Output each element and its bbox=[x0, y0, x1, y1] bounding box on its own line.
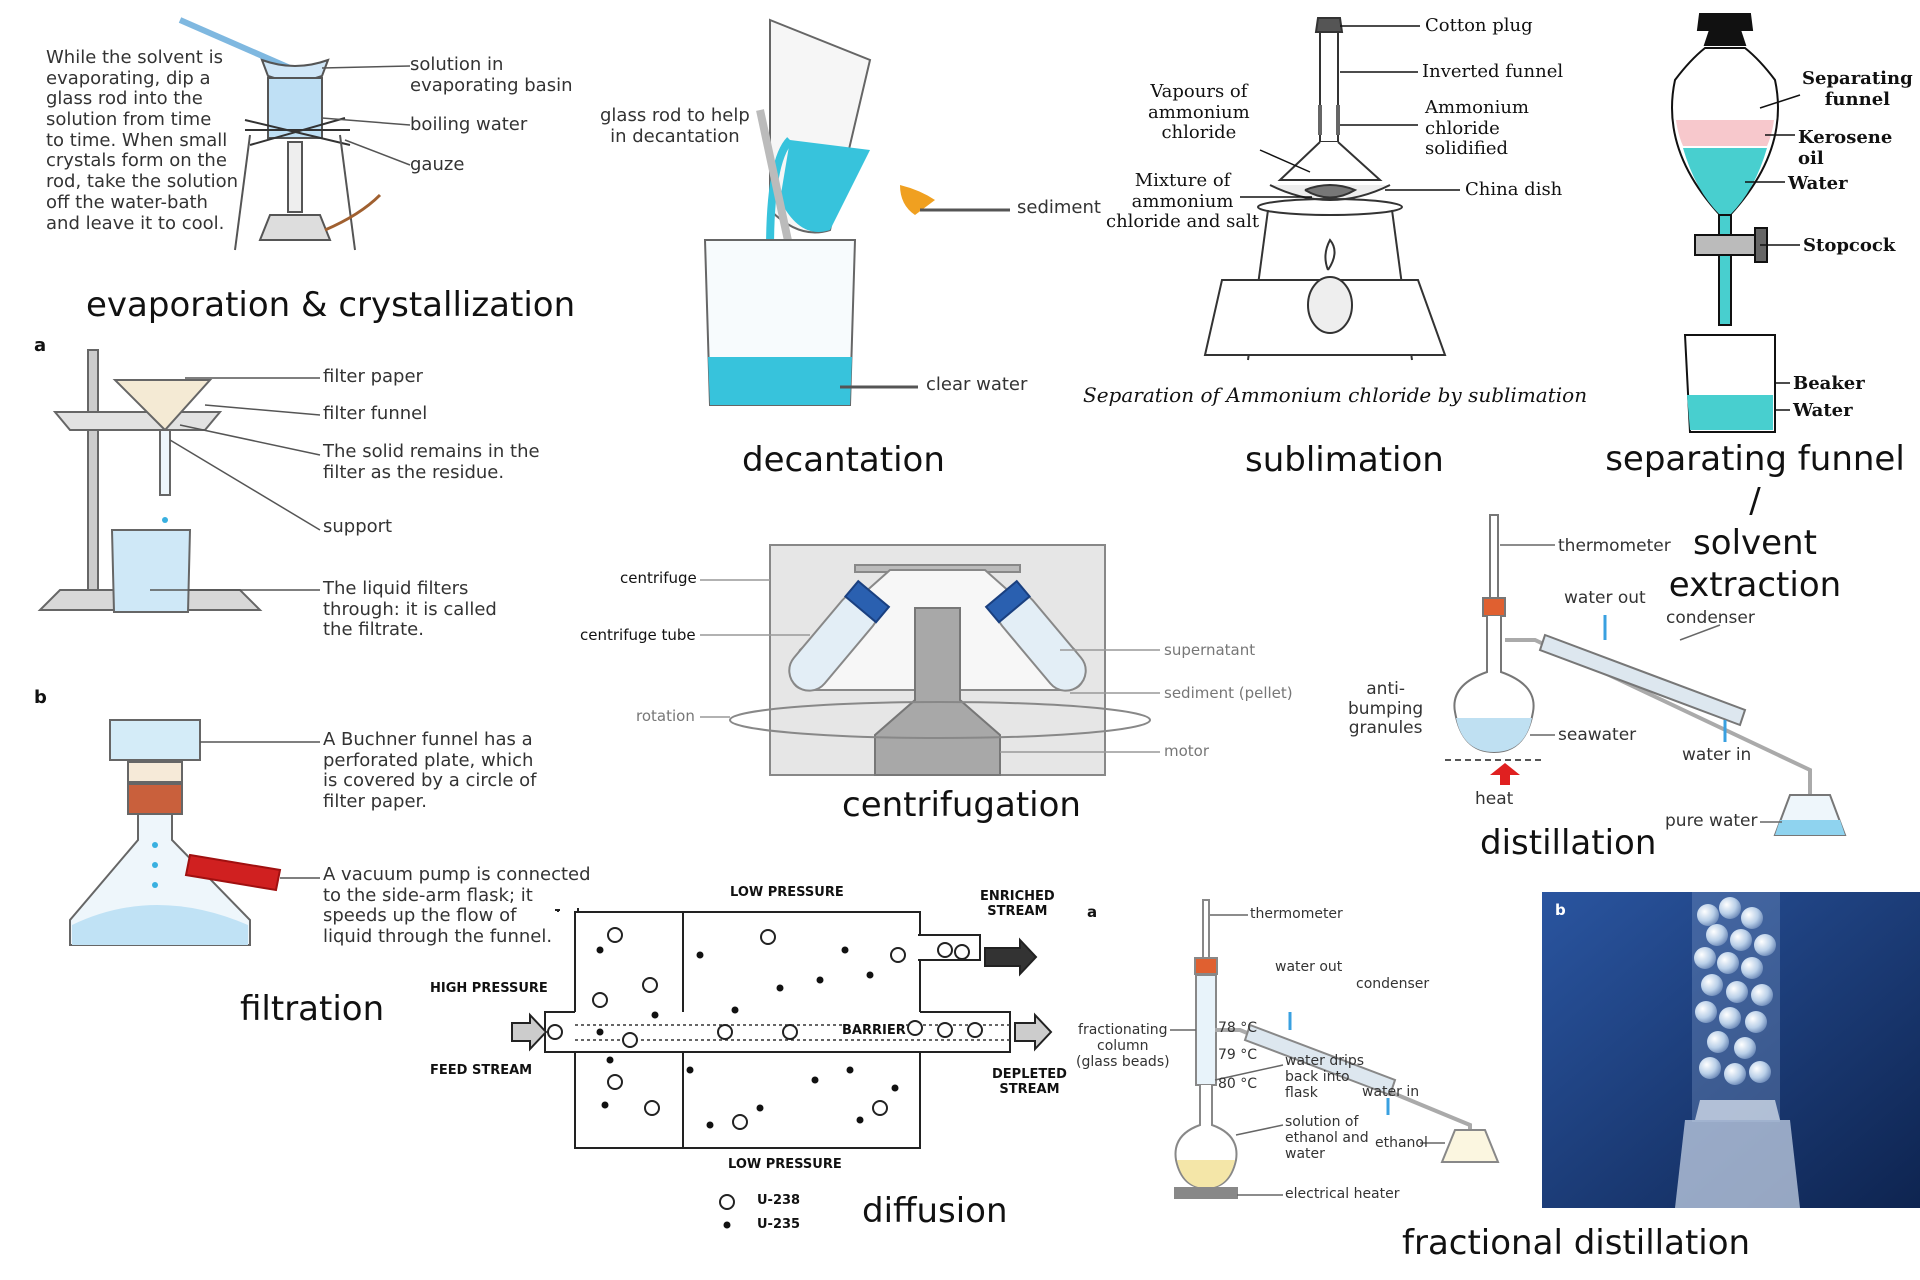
beaker-label: Beaker bbox=[1793, 373, 1865, 394]
stopcock-label: Stopcock bbox=[1803, 235, 1896, 256]
decantation-apparatus bbox=[703, 18, 1010, 406]
frac-water-in-label: water in bbox=[1362, 1084, 1420, 1100]
residue-label: The solid remains in the filter as the r… bbox=[323, 441, 540, 483]
filtrate-label: The liquid filters through: it is called… bbox=[323, 578, 497, 641]
feed-stream-label: FEED STREAM bbox=[430, 1063, 533, 1078]
solidified-label: Ammonium chloride solidified bbox=[1425, 97, 1529, 160]
u235-legend-label: U-235 bbox=[757, 1217, 801, 1232]
condenser-label: condenser bbox=[1666, 608, 1755, 628]
glass-rod-label: glass rod to help in decantation bbox=[600, 105, 750, 147]
motor-label: motor bbox=[1164, 742, 1210, 760]
fractional-label-a: a bbox=[1087, 903, 1098, 921]
centrifuge-apparatus bbox=[700, 544, 1160, 776]
frac-thermometer-label: thermometer bbox=[1250, 906, 1343, 922]
thermometer-label: thermometer bbox=[1558, 536, 1671, 556]
temp-78-label: 78 °C bbox=[1218, 1020, 1258, 1036]
centrifuge-label: centrifuge bbox=[620, 569, 697, 587]
rotation-label: rotation bbox=[636, 707, 695, 725]
distillation-apparatus bbox=[1445, 514, 1847, 836]
supernatant-label: supernatant bbox=[1164, 641, 1256, 659]
fractional-distillation-apparatus bbox=[1170, 899, 1500, 1199]
temp-80-label: 80 °C bbox=[1218, 1076, 1258, 1092]
filtration-label-b: b bbox=[34, 687, 47, 708]
water-top-label: Water bbox=[1788, 173, 1848, 194]
filter-funnel-label: filter funnel bbox=[323, 403, 428, 424]
heat-label: heat bbox=[1475, 789, 1514, 809]
separating-funnel-label: Separating funnel bbox=[1802, 68, 1913, 110]
caption-sublimation: sublimation bbox=[1245, 440, 1444, 480]
caption-evaporation: evaporation & crystallization bbox=[86, 285, 576, 325]
solution-label: solution of ethanol and water bbox=[1285, 1114, 1369, 1163]
diffusion-apparatus bbox=[511, 908, 1053, 1229]
clear-water-label: clear water bbox=[926, 374, 1028, 395]
high-pressure-label: HIGH PRESSURE bbox=[430, 981, 548, 996]
barrier-label: BARRIER bbox=[842, 1023, 906, 1039]
depleted-stream-label: DEPLETED STREAM bbox=[992, 1067, 1067, 1097]
low-pressure-top-label: LOW PRESSURE bbox=[730, 885, 844, 900]
sediment-label: sediment bbox=[1017, 197, 1101, 218]
heater-label: electrical heater bbox=[1285, 1186, 1400, 1202]
filtration-a-apparatus bbox=[37, 349, 321, 613]
caption-centrifugation: centrifugation bbox=[842, 785, 1081, 825]
evaporation-note: While the solvent is evaporating, dip a … bbox=[46, 47, 239, 234]
ethanol-label: ethanol bbox=[1375, 1135, 1428, 1151]
filter-paper-label: filter paper bbox=[323, 366, 423, 387]
vapours-label: Vapours of ammonium chloride bbox=[1148, 81, 1250, 144]
caption-decantation: decantation bbox=[742, 440, 945, 480]
water-drips-label: water drips back into flask bbox=[1285, 1053, 1365, 1102]
caption-separating: separating funnel / solvent extraction bbox=[1605, 439, 1905, 605]
water-bottom-label: Water bbox=[1793, 400, 1853, 421]
china-dish-label: China dish bbox=[1465, 179, 1563, 200]
caption-distillation: distillation bbox=[1480, 823, 1657, 863]
temp-79-label: 79 °C bbox=[1218, 1047, 1258, 1063]
fractional-label-b: b bbox=[1555, 901, 1566, 919]
water-out-label: water out bbox=[1564, 588, 1646, 608]
pellet-label: sediment (pellet) bbox=[1164, 684, 1293, 702]
centrifuge-tube-label: centrifuge tube bbox=[580, 626, 696, 644]
pure-water-label: pure water bbox=[1665, 811, 1758, 831]
frac-water-out-label: water out bbox=[1275, 959, 1343, 975]
buchner-label: A Buchner funnel has a perforated plate,… bbox=[323, 729, 537, 813]
filtration-b-apparatus bbox=[69, 719, 320, 946]
cotton-plug-label: Cotton plug bbox=[1425, 15, 1533, 36]
caption-filtration: filtration bbox=[240, 989, 385, 1029]
filtration-label-a: a bbox=[34, 335, 47, 356]
evaporation-basin-label: solution in evaporating basin bbox=[410, 54, 573, 96]
caption-fractional: fractional distillation bbox=[1402, 1223, 1751, 1263]
low-pressure-bottom-label: LOW PRESSURE bbox=[728, 1157, 842, 1172]
vacuum-label: A vacuum pump is connected to the side-a… bbox=[323, 864, 591, 948]
u238-legend-label: U-238 bbox=[757, 1193, 801, 1208]
enriched-stream-label: ENRICHED STREAM bbox=[980, 889, 1055, 919]
evaporation-apparatus bbox=[178, 17, 411, 251]
support-label: support bbox=[323, 516, 393, 537]
glass-beads-photo bbox=[1542, 892, 1920, 1208]
anti-bumping-label: anti- bumping granules bbox=[1348, 679, 1424, 739]
evaporation-gauze-label: gauze bbox=[410, 154, 465, 175]
sublimation-title: Separation of Ammonium chloride by subli… bbox=[1083, 383, 1588, 407]
sublimation-apparatus bbox=[1203, 17, 1460, 361]
seawater-label: seawater bbox=[1558, 725, 1637, 745]
inverted-funnel-label: Inverted funnel bbox=[1422, 61, 1564, 82]
mixture-label: Mixture of ammonium chloride and salt bbox=[1106, 170, 1260, 233]
evaporation-water-label: boiling water bbox=[410, 114, 528, 135]
separating-funnel-apparatus bbox=[1671, 13, 1801, 433]
frac-column-label: fractionating column (glass beads) bbox=[1076, 1022, 1170, 1071]
caption-diffusion: diffusion bbox=[862, 1191, 1008, 1231]
kerosene-label: Kerosene oil bbox=[1798, 127, 1893, 169]
frac-condenser-label: condenser bbox=[1356, 976, 1430, 992]
water-in-label: water in bbox=[1682, 745, 1752, 765]
